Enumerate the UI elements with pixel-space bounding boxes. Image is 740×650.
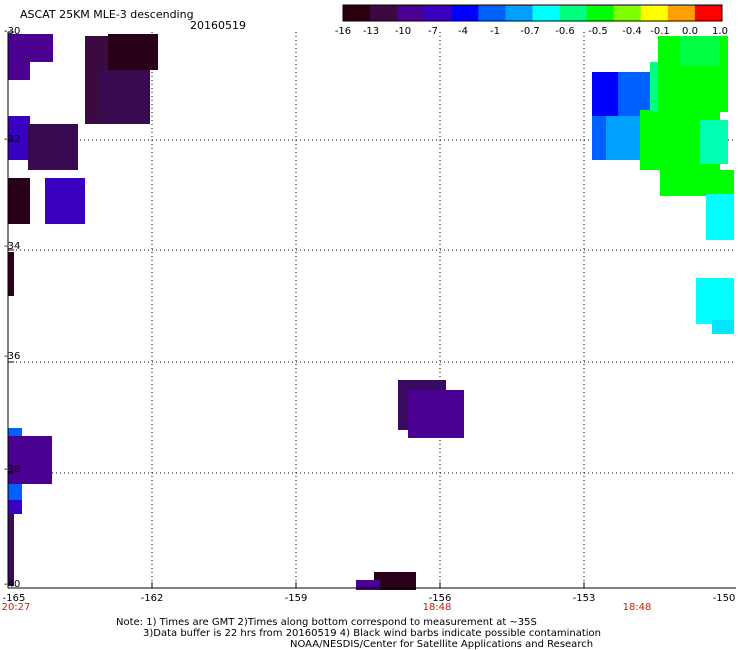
lat-label: -30: [4, 26, 21, 37]
colorbar-label: -0.5: [588, 26, 608, 37]
colorbar-label: -13: [362, 26, 380, 37]
colorbar-label: -4: [458, 26, 468, 37]
lat-label: -40: [4, 579, 21, 590]
colorbar-label: -0.7: [520, 26, 540, 37]
credit-line: NOAA/NESDIS/Center for Satellite Applica…: [290, 639, 594, 650]
colorbar-swatch: [451, 5, 479, 21]
time-label: 20:27: [1, 602, 31, 613]
lon-label: -156: [428, 593, 452, 604]
grid: [8, 32, 736, 588]
colorbar-swatch: [505, 5, 533, 21]
note-line: 3)Data buffer is 22 hrs from 20160519 4)…: [143, 628, 601, 639]
lon-label: -153: [572, 593, 596, 604]
colorbar-swatch: [640, 5, 669, 21]
colorbar-swatch: [478, 5, 506, 21]
map-frame: [7, 31, 736, 589]
colorbar-swatch: [397, 5, 425, 21]
colorbar-label: 1.0: [712, 26, 728, 37]
colorbar-label: -10: [394, 26, 412, 37]
note-line: Note: 1) Times are GMT 2)Times along bot…: [116, 617, 537, 628]
colorbar: [342, 4, 723, 22]
colorbar-label: -0.4: [622, 26, 642, 37]
lon-label: -159: [284, 593, 308, 604]
lat-label: -34: [4, 241, 21, 252]
lat-label: -36: [4, 351, 21, 362]
colorbar-label: 0.0: [682, 26, 698, 37]
map-title: ASCAT 25KM MLE-3 descending: [20, 8, 194, 21]
colorbar-swatch: [694, 5, 723, 21]
colorbar-label: -1: [490, 26, 500, 37]
colorbar-label: -7: [428, 26, 438, 37]
colorbar-swatch: [667, 5, 696, 21]
lat-label: -32: [4, 134, 21, 145]
lon-label: -165: [2, 593, 26, 604]
colorbar-label: -16: [334, 26, 352, 37]
lon-label: -162: [140, 593, 164, 604]
colorbar-swatch: [424, 5, 452, 21]
colorbar-label: -0.6: [555, 26, 575, 37]
colorbar-label: -0.1: [650, 26, 670, 37]
map-date: 20160519: [190, 19, 246, 32]
colorbar-swatch: [586, 5, 615, 21]
colorbar-swatch: [370, 5, 398, 21]
time-label: 18:48: [622, 602, 652, 613]
colorbar-swatch: [613, 5, 642, 21]
colorbar-swatch: [532, 5, 561, 21]
colorbar-swatch: [343, 5, 371, 21]
wind-data-cells: [8, 34, 734, 590]
time-label: 18:48: [422, 602, 452, 613]
lon-label: -150: [712, 593, 736, 604]
colorbar-swatch: [559, 5, 588, 21]
lat-label: -38: [4, 464, 21, 475]
colorbar-border: [342, 4, 723, 22]
